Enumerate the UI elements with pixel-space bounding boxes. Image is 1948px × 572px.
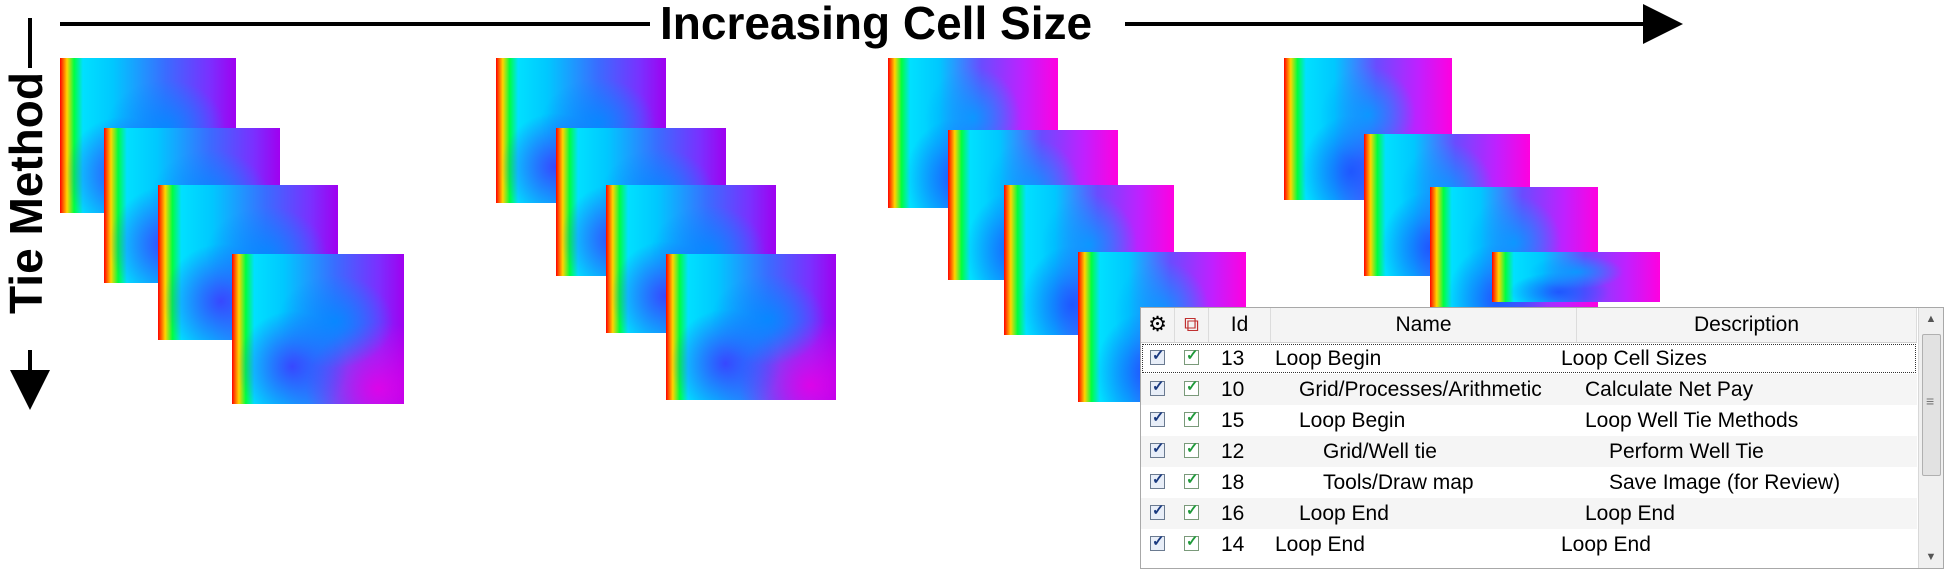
vertical-scrollbar[interactable]: ▲ ▼ (1918, 308, 1943, 568)
scroll-thumb[interactable] (1922, 334, 1941, 476)
table-row[interactable]: 15 Loop Begin Loop Well Tie Methods (1141, 405, 1917, 436)
row-description: Loop End (1585, 502, 1675, 525)
row-name: Grid/Well tie (1323, 440, 1437, 463)
enable-checkbox[interactable] (1150, 439, 1165, 458)
row-id: 12 (1221, 440, 1245, 463)
row-name: Loop End (1299, 502, 1389, 525)
status-checkbox[interactable] (1184, 408, 1199, 427)
column-header-id[interactable]: Id (1209, 308, 1271, 342)
status-checkbox[interactable] (1184, 501, 1199, 520)
right-arrow-head (1643, 4, 1683, 44)
column-header-name[interactable]: Name (1271, 308, 1577, 342)
enable-checkbox[interactable] (1150, 470, 1165, 489)
row-description: Loop Cell Sizes (1561, 347, 1707, 370)
row-description: Save Image (for Review) (1609, 471, 1841, 494)
row-name: Tools/Draw map (1323, 471, 1474, 494)
table-row[interactable]: 14 Loop End Loop End (1141, 529, 1917, 560)
tie-method-heading: Tie Method (0, 72, 52, 314)
table-row[interactable]: 10 Grid/Processes/Arithmetic Calculate Net… (1141, 374, 1917, 405)
down-arrow-head (10, 370, 50, 410)
gear-icon[interactable]: ⚙ (1141, 308, 1175, 342)
row-id: 16 (1221, 502, 1245, 525)
workflow-table: ⚙ ⧉ Id Name Description 13 Loop Begin Loop… (1140, 307, 1944, 569)
status-checkbox[interactable] (1184, 532, 1199, 551)
table-row[interactable]: 13 Loop Begin Loop Cell Sizes (1141, 343, 1917, 374)
table-row[interactable]: 12 Grid/Well tie Perform Well Tie (1141, 436, 1917, 467)
enable-checkbox[interactable] (1150, 408, 1165, 427)
vertical-arrow-line-top (28, 18, 32, 68)
row-description: Loop Well Tie Methods (1585, 409, 1799, 432)
status-checkbox[interactable] (1184, 470, 1199, 489)
status-icon[interactable]: ⧉ (1175, 308, 1209, 342)
scroll-down-icon[interactable]: ▼ (1925, 551, 1937, 563)
vertical-arrow-line-bottom (28, 350, 32, 370)
enable-checkbox[interactable] (1150, 377, 1165, 396)
table-row[interactable]: 18 Tools/Draw map Save Image (for Review) (1141, 467, 1917, 498)
enable-checkbox[interactable] (1150, 532, 1165, 551)
status-checkbox[interactable] (1184, 346, 1199, 365)
increasing-cell-size-heading: Increasing Cell Size (660, 0, 1093, 49)
row-id: 10 (1221, 378, 1245, 401)
enable-checkbox[interactable] (1150, 346, 1165, 365)
table-header: ⚙ ⧉ Id Name Description (1141, 308, 1917, 343)
row-id: 13 (1221, 347, 1245, 370)
status-checkbox[interactable] (1184, 439, 1199, 458)
row-description: Perform Well Tie (1609, 440, 1764, 463)
row-name: Loop Begin (1299, 409, 1406, 432)
row-id: 18 (1221, 471, 1245, 494)
row-description: Calculate Net Pay (1585, 378, 1754, 401)
status-checkbox[interactable] (1184, 377, 1199, 396)
map-image (666, 254, 836, 400)
map-image (232, 254, 404, 404)
table-row[interactable]: 16 Loop End Loop End (1141, 498, 1917, 529)
map-image (1492, 252, 1660, 302)
horizontal-arrow-line-left (60, 22, 650, 26)
scroll-up-icon[interactable]: ▲ (1925, 313, 1937, 325)
column-header-description[interactable]: Description (1577, 308, 1917, 342)
row-name: Grid/Processes/Arithmetic (1299, 378, 1542, 401)
row-id: 15 (1221, 409, 1245, 432)
row-name: Loop End (1275, 533, 1365, 556)
enable-checkbox[interactable] (1150, 501, 1165, 520)
horizontal-arrow-line-right (1125, 22, 1645, 26)
row-name: Loop Begin (1275, 347, 1382, 370)
row-description: Loop End (1561, 533, 1651, 556)
row-id: 14 (1221, 533, 1245, 556)
